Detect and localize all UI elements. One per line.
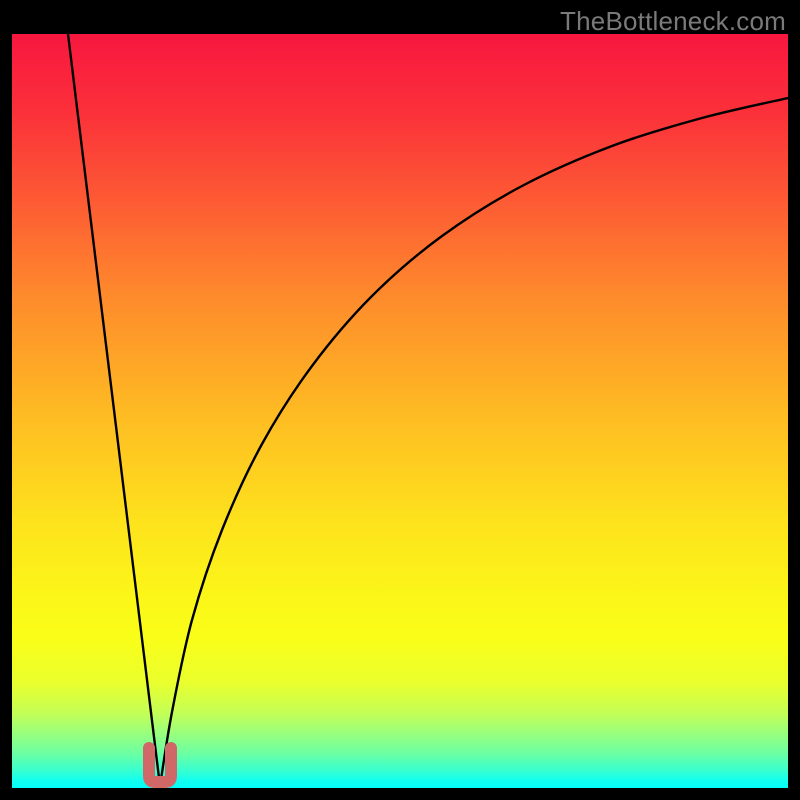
watermark-text: TheBottleneck.com: [560, 6, 786, 37]
gradient-background: [12, 34, 788, 788]
plot-svg: [12, 34, 788, 788]
chart-frame: TheBottleneck.com: [0, 0, 800, 800]
plot-area: [12, 34, 788, 788]
